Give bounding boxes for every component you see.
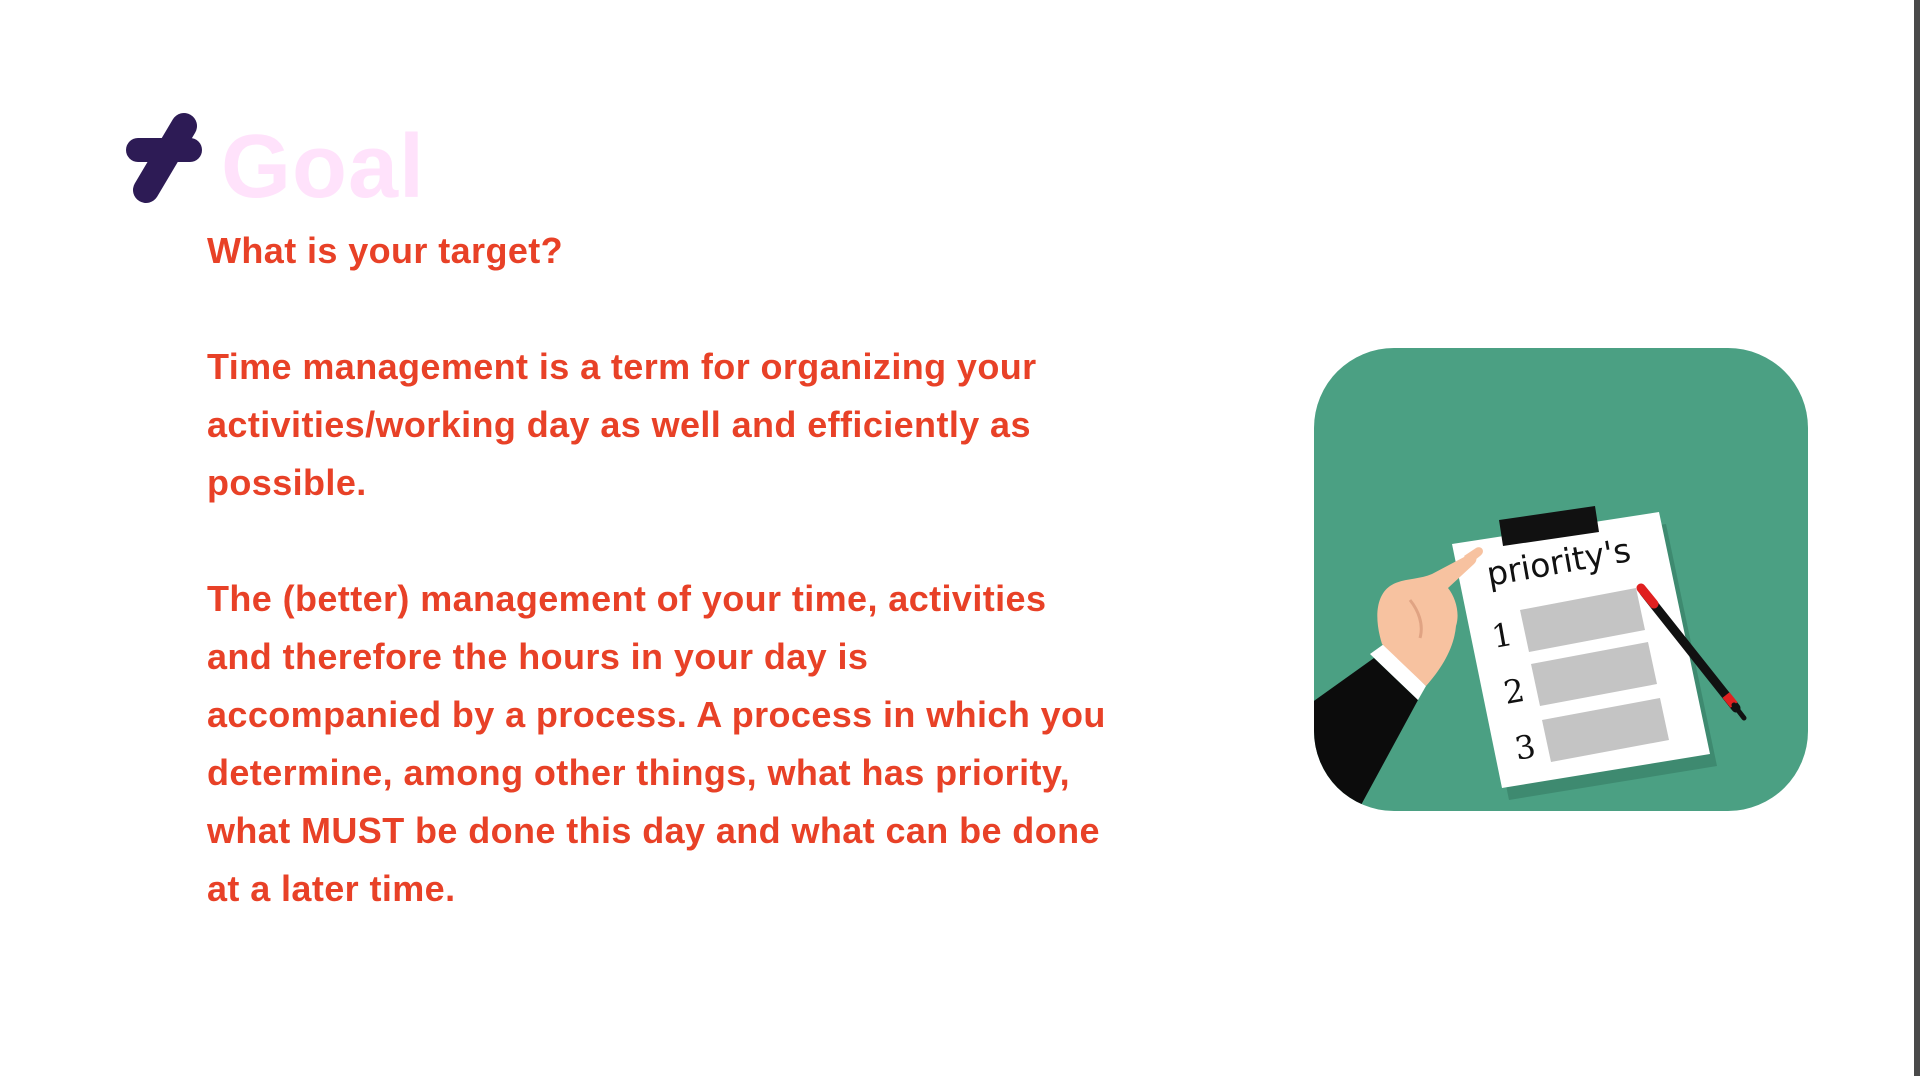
priority-list-illustration: priority's 1 2 3 [1314, 348, 1808, 811]
slide-subtitle: What is your target? [207, 230, 564, 271]
plus-slash-logo-icon [126, 113, 202, 203]
priority-bar-3 [1542, 698, 1669, 762]
slide-body: What is your target? Time management is … [207, 222, 1107, 918]
paragraph-time-management: Time management is a term for organizing… [207, 346, 1037, 503]
priority-bar-1 [1520, 588, 1645, 652]
clipboard-clip-icon [1499, 506, 1599, 546]
priority-bar-2 [1531, 642, 1657, 706]
slide-title: Goal [221, 117, 426, 217]
pointing-hand-icon [1314, 547, 1483, 811]
paragraph-process: The (better) management of your time, ac… [207, 578, 1106, 909]
pen-icon [1636, 583, 1747, 721]
right-border [1914, 0, 1920, 1076]
